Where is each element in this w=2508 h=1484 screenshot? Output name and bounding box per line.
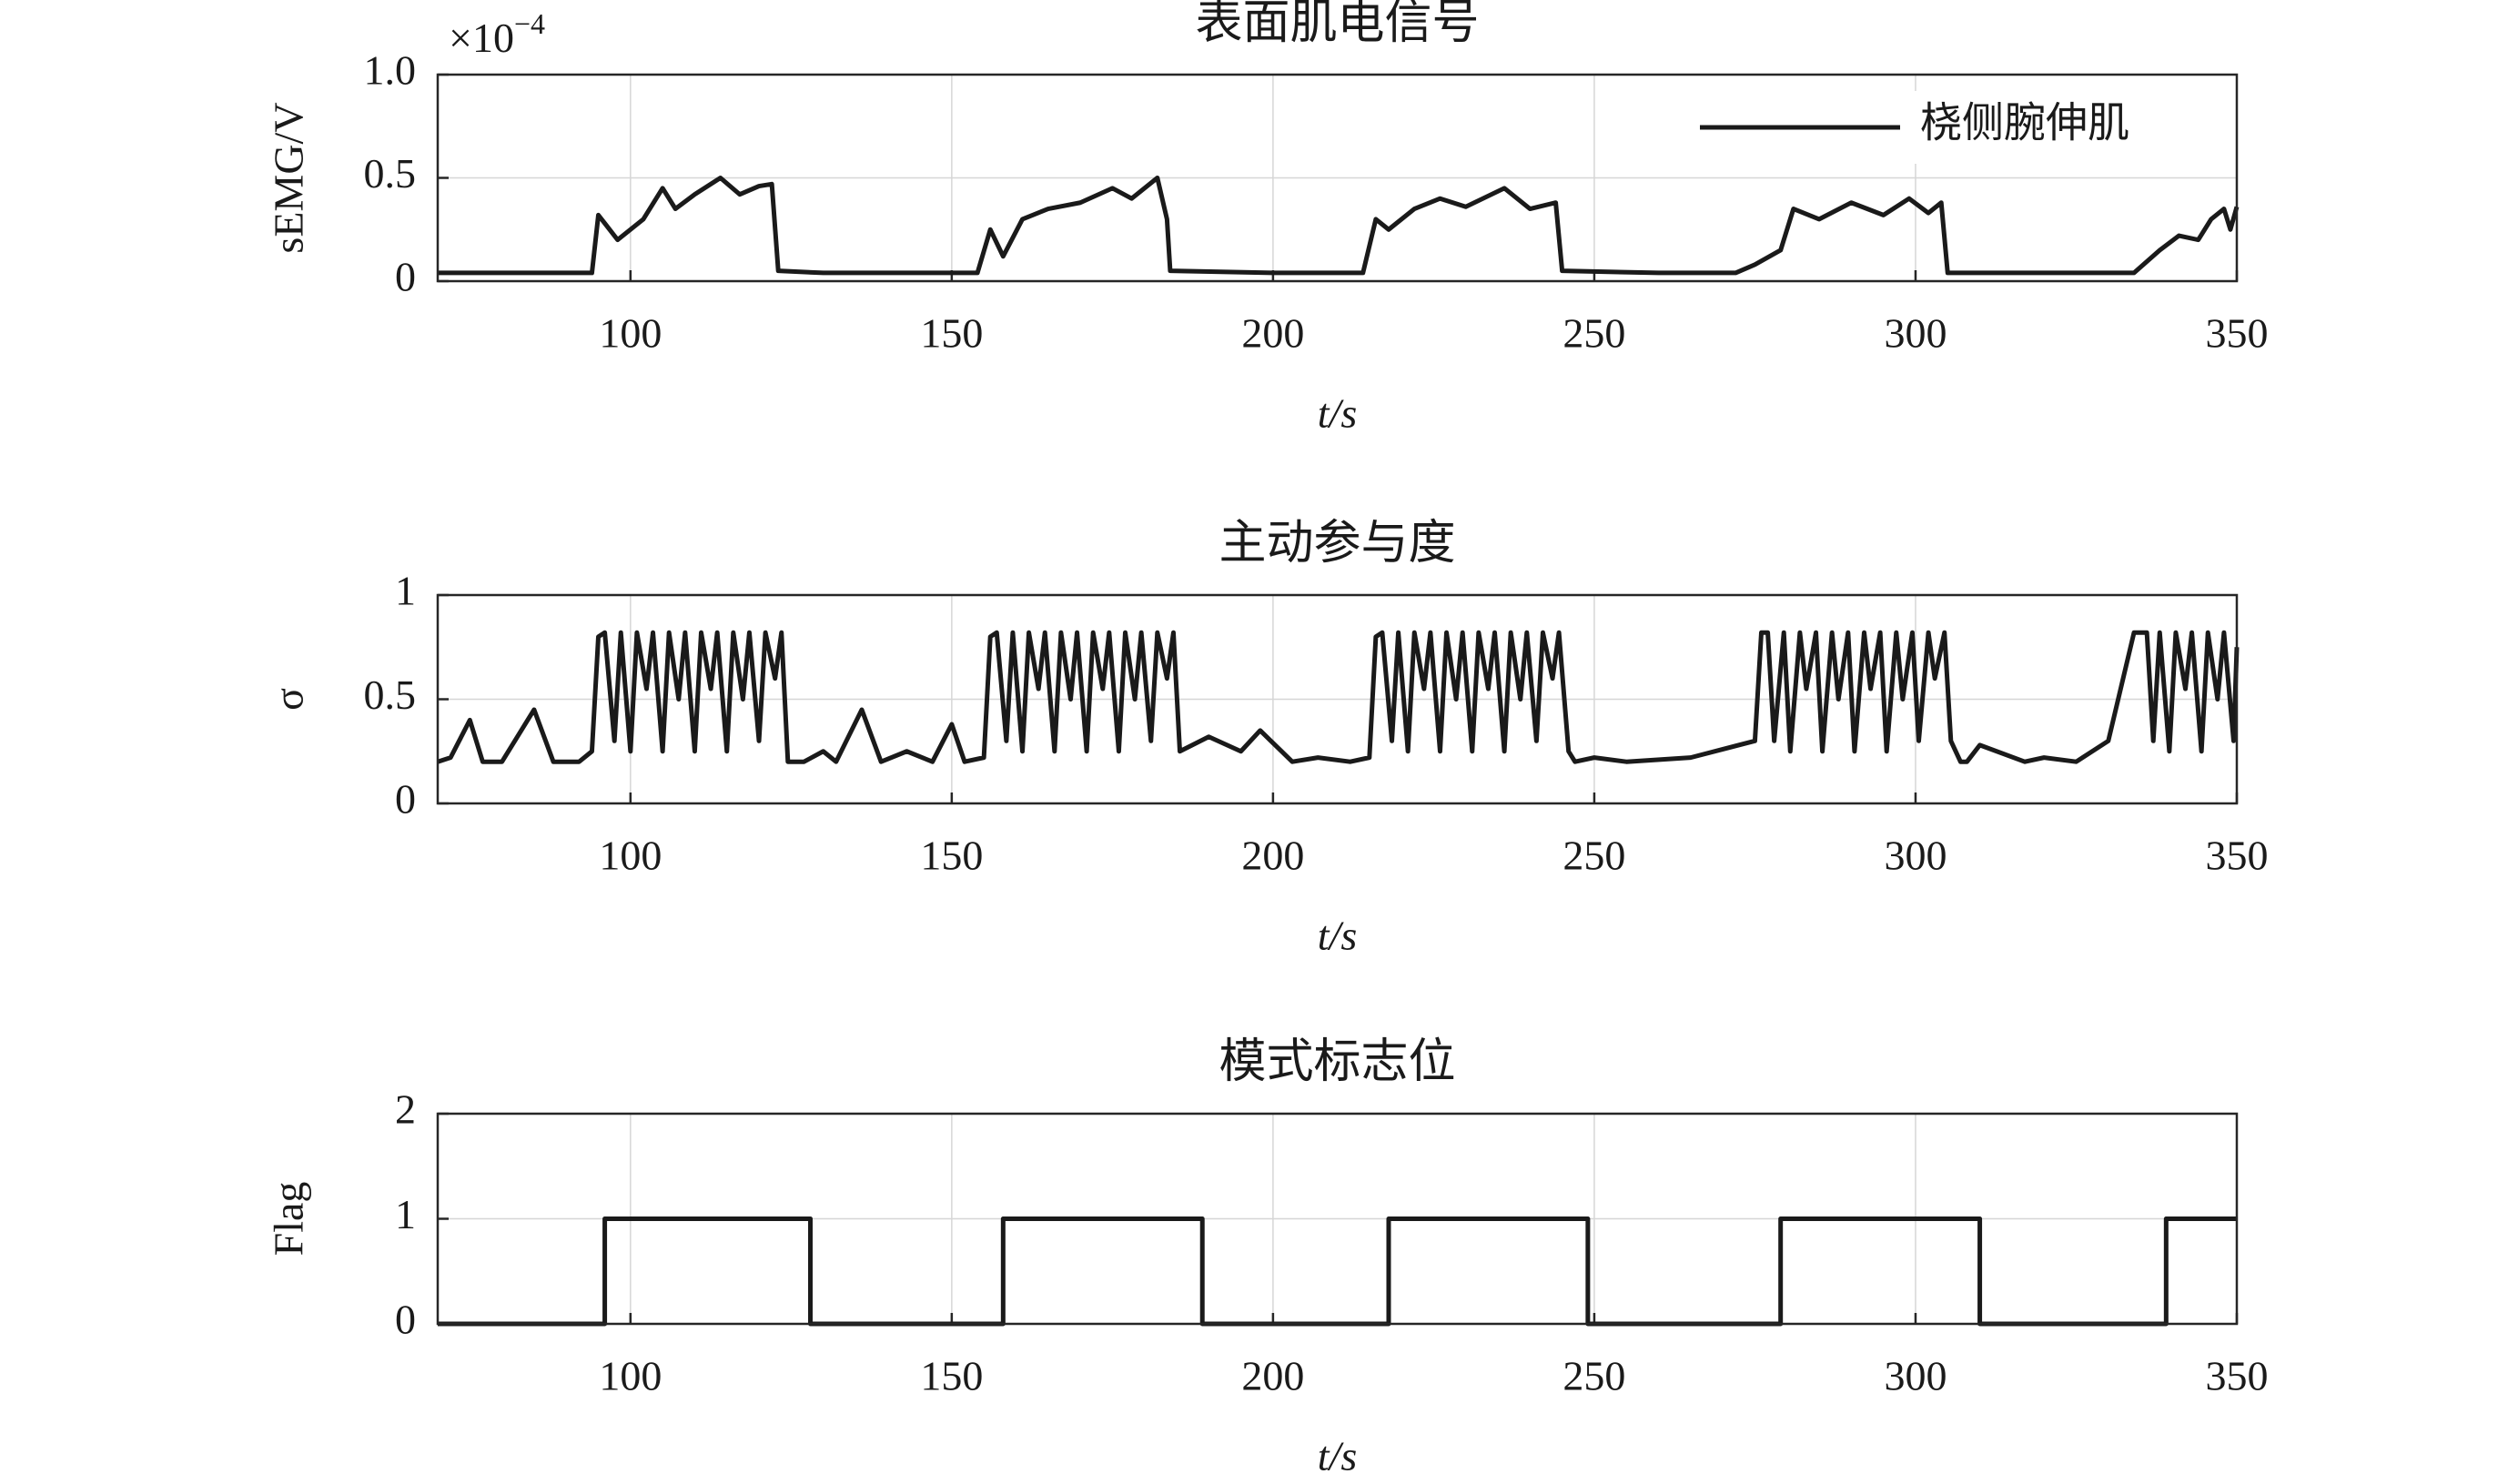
y-multiplier-base: ×10 — [449, 15, 514, 61]
y-axis-label: sEMG/V — [266, 102, 312, 253]
y-axis-label: σ — [266, 688, 312, 711]
plot-frame — [436, 73, 2239, 283]
data-line — [438, 176, 2240, 276]
x-tick-label: 200 — [1241, 833, 1304, 879]
plot-frame — [436, 593, 2239, 805]
y-tick-label: 0 — [395, 254, 416, 300]
x-tick-label: 150 — [920, 310, 983, 357]
x-axis-label: t/s — [1318, 390, 1357, 437]
chart-title: 模式标志位 — [1219, 1036, 1455, 1088]
y-axis-label: Flag — [266, 1182, 312, 1257]
x-tick-label: 200 — [1241, 310, 1304, 357]
x-tick-label: 150 — [920, 833, 983, 879]
data-line — [437, 630, 2240, 764]
x-tick-label: 150 — [920, 1353, 983, 1399]
y-tick-label: 0 — [395, 776, 416, 823]
x-axis-label: t/s — [1318, 913, 1357, 959]
y-tick-label: 1.0 — [364, 47, 417, 94]
x-tick-label: 100 — [599, 833, 662, 879]
x-tick-label: 250 — [1562, 1353, 1625, 1399]
x-tick-label: 300 — [1884, 1353, 1947, 1399]
y-multiplier-exponent: −4 — [514, 7, 545, 40]
legend-label: 桡侧腕伸肌 — [1920, 100, 2129, 146]
y-tick-label: 1 — [395, 568, 416, 614]
chart-title: 表面肌电信号 — [1195, 0, 1479, 49]
x-axis-label: t/s — [1318, 1433, 1357, 1479]
data-line — [438, 1216, 2237, 1327]
x-tick-label: 200 — [1241, 1353, 1304, 1399]
x-tick-label: 350 — [2206, 833, 2269, 879]
y-tick-label: 0.5 — [364, 150, 417, 197]
y-multiplier: ×10−4 — [449, 7, 545, 60]
y-tick-label: 0 — [395, 1297, 416, 1343]
x-tick-label: 300 — [1884, 833, 1947, 879]
plot-frame — [436, 1112, 2239, 1326]
x-tick-label: 250 — [1562, 310, 1625, 357]
x-tick-label: 350 — [2206, 1353, 2269, 1399]
y-tick-label: 1 — [395, 1191, 416, 1237]
y-tick-label: 0.5 — [364, 671, 417, 718]
x-tick-label: 100 — [599, 310, 662, 357]
x-tick-label: 100 — [599, 1353, 662, 1399]
x-tick-label: 250 — [1562, 833, 1625, 879]
y-tick-label: 2 — [395, 1086, 416, 1133]
chart-title: 主动参与度 — [1219, 518, 1455, 570]
x-tick-label: 350 — [2206, 310, 2269, 357]
x-tick-label: 300 — [1884, 310, 1947, 357]
